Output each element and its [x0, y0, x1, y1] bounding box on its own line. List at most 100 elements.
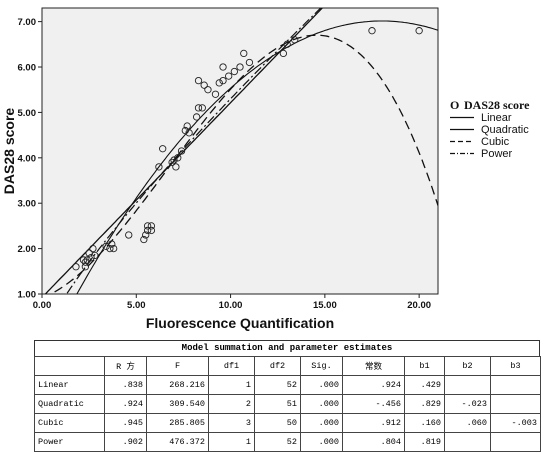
data-point	[183, 122, 191, 130]
row-label: Power	[34, 432, 105, 452]
data-point	[415, 27, 423, 35]
data-point	[125, 231, 133, 239]
x-axis-title: Fluorescence Quantification	[146, 315, 334, 331]
table-cell: .000	[300, 432, 343, 452]
table-row: Linear .838 268.216 1 52.000.924.429	[34, 375, 541, 395]
data-point	[170, 156, 178, 164]
table-cell: .160	[404, 413, 445, 433]
data-point	[200, 81, 208, 89]
data-point	[81, 258, 90, 266]
table-cell: 2	[208, 394, 255, 414]
data-point	[194, 76, 203, 85]
x-tick-label: 15.00	[313, 300, 337, 311]
y-axis-title: DAS28 score	[1, 108, 17, 195]
table-cell	[490, 375, 541, 395]
table-title: Model summation and parameter estimates	[34, 340, 540, 356]
legend-marker-circle: O	[450, 98, 459, 112]
data-point	[155, 163, 163, 171]
table-cell: .945	[104, 413, 147, 433]
table-cell: 50	[254, 413, 301, 433]
y-tick-label: 3.00	[18, 199, 37, 210]
data-point	[211, 90, 220, 98]
x-tick-label: 5.00	[127, 300, 146, 311]
data-point	[91, 251, 99, 260]
data-point	[142, 231, 150, 239]
data-point	[181, 126, 189, 135]
table-cell: 3	[208, 413, 255, 433]
table-header-cell: F	[146, 356, 209, 376]
data-point	[215, 79, 223, 87]
data-point	[81, 263, 90, 271]
legend-label-power: Power	[481, 148, 513, 160]
data-point	[194, 104, 203, 112]
table-cell: 52	[254, 375, 301, 395]
table-cell: .924	[104, 394, 147, 414]
table-header-cell: b3	[490, 356, 541, 376]
data-point	[219, 76, 227, 85]
table-cell: .000	[300, 375, 343, 395]
table-header-cell: R 方	[104, 356, 147, 376]
data-point	[245, 58, 254, 67]
data-point	[185, 129, 193, 137]
scatter-chart: 0.00 5.00 10.00 15.00 20.00 1.00 2.00 3.00 4.00 5…	[1, 7, 530, 331]
table-header-cell: df1	[208, 356, 255, 376]
table-cell	[490, 432, 541, 452]
table-cell: .000	[300, 413, 343, 433]
table-cell: .000	[300, 394, 343, 414]
table-cell: .912	[342, 413, 405, 433]
table-header-cell	[34, 356, 105, 376]
table-cell: 309.540	[146, 394, 209, 414]
data-point	[291, 36, 299, 44]
table-cell: 476.372	[146, 432, 209, 452]
legend-title: DAS28 score	[464, 98, 530, 112]
legend-label-linear: Linear	[481, 112, 512, 124]
table-cell: .924	[342, 375, 405, 395]
y-tick-label: 5.00	[18, 108, 37, 119]
y-tick-label: 7.00	[18, 17, 37, 28]
table-cell: .819	[404, 432, 445, 452]
table-cell: .804	[342, 432, 405, 452]
table-cell: 1	[208, 375, 255, 395]
legend-label-cubic: Cubic	[481, 136, 510, 148]
data-point	[279, 49, 288, 58]
row-label: Quadratic	[34, 394, 105, 414]
data-point	[140, 235, 148, 244]
data-point	[143, 226, 152, 235]
table-cell: .429	[404, 375, 445, 395]
data-point	[89, 244, 97, 253]
table-header-cell: 常数	[342, 356, 405, 376]
data-point	[192, 113, 201, 121]
table-cell: 268.216	[146, 375, 209, 395]
data-point	[79, 256, 88, 264]
table-cell	[444, 432, 491, 452]
table-cell: -.003	[490, 413, 541, 433]
y-tick-label: 4.00	[18, 153, 37, 164]
data-point	[236, 63, 244, 71]
y-tick-label: 1.00	[18, 290, 37, 301]
fit-curve-power	[65, 8, 322, 294]
data-point	[198, 104, 206, 112]
data-point	[168, 158, 176, 166]
data-point	[147, 222, 156, 230]
table-cell	[490, 394, 541, 414]
table-header-cell: b1	[404, 356, 445, 376]
table-row: Cubic .945 285.805 3 50.000.912.160.060 -.003	[34, 413, 541, 433]
x-tick-label: 20.00	[407, 300, 431, 311]
data-point	[368, 27, 376, 35]
data-point	[283, 40, 291, 48]
x-tick-label: 0.00	[33, 300, 52, 311]
table-header-cell: Sig.	[300, 356, 343, 376]
data-point	[230, 67, 238, 76]
table-cell: .829	[404, 394, 445, 414]
table-cell	[444, 375, 491, 395]
table-cell: .060	[444, 413, 491, 433]
data-point	[219, 63, 227, 71]
data-point	[147, 226, 156, 235]
row-label: Cubic	[34, 413, 105, 433]
table-cell: 285.805	[146, 413, 209, 433]
data-point	[225, 72, 233, 80]
legend-label-quadratic: Quadratic	[481, 124, 529, 136]
row-label: Linear	[34, 375, 105, 395]
